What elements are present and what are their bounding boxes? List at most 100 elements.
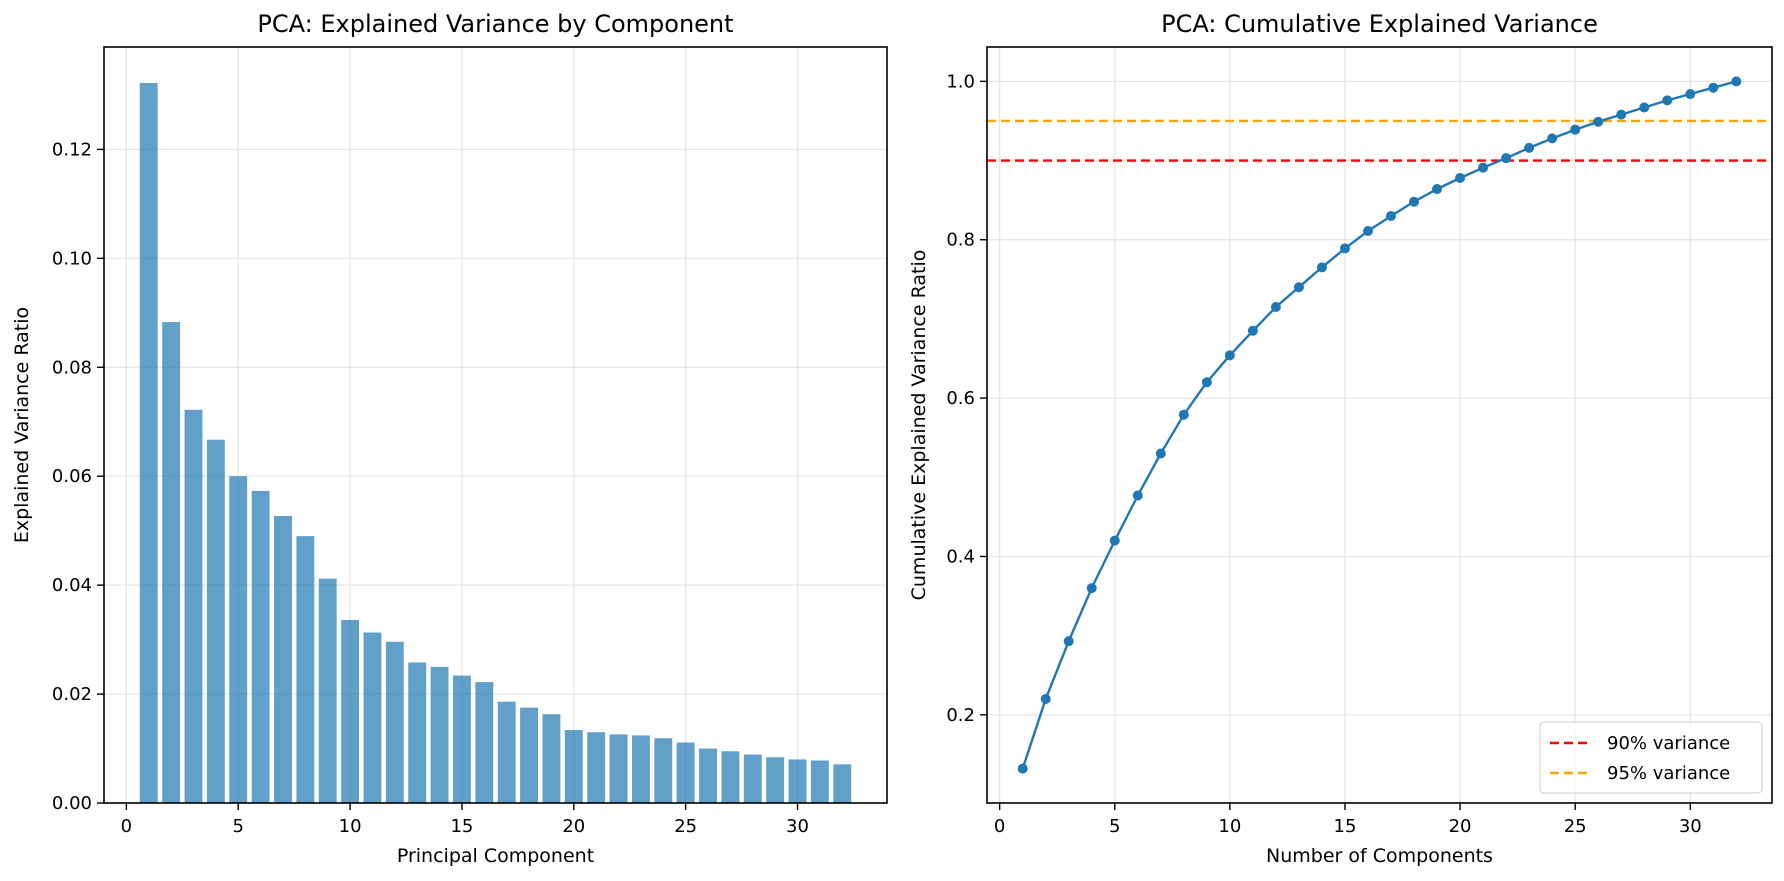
- point-32: [1731, 76, 1742, 87]
- bar-12: [385, 641, 404, 803]
- left-xtick-label-30: 30: [786, 816, 809, 837]
- left-xtick-label-5: 5: [233, 816, 244, 837]
- point-11: [1247, 325, 1258, 336]
- point-21: [1478, 162, 1489, 173]
- left-chart-title: PCA: Explained Variance by Component: [257, 10, 733, 38]
- bar-17: [497, 701, 516, 803]
- legend-box: [1539, 721, 1763, 794]
- bar-30: [788, 759, 807, 803]
- right-ytick-label-3: 0.8: [946, 230, 975, 251]
- right-ticks: 0 5 10 15 20 25 30 0.2 0.4 0.6 0.8 1.0: [946, 71, 1701, 837]
- point-10: [1224, 350, 1235, 361]
- point-1: [1017, 763, 1028, 774]
- right-xtick-label-30: 30: [1679, 816, 1702, 837]
- left-xtick-label-20: 20: [562, 816, 585, 837]
- bar-15: [452, 675, 471, 803]
- point-16: [1362, 226, 1373, 237]
- bar-19: [542, 714, 561, 803]
- bar-14: [430, 666, 449, 803]
- bar-28: [743, 754, 762, 803]
- point-18: [1409, 196, 1420, 207]
- point-13: [1293, 282, 1304, 293]
- bar-16: [475, 682, 494, 803]
- bar-10: [341, 619, 360, 803]
- cumulative-variance-panel: 0 5 10 15 20 25 30 0.2 0.4 0.6 0.8 1.0 PCA: Cumulat…: [908, 10, 1773, 867]
- left-xtick-label-10: 10: [339, 816, 362, 837]
- point-25: [1570, 124, 1581, 135]
- left-xtick-label-15: 15: [450, 816, 473, 837]
- bar-31: [810, 760, 829, 803]
- right-chart-title: PCA: Cumulative Explained Variance: [1161, 10, 1598, 38]
- right-xtick-label-20: 20: [1449, 816, 1472, 837]
- bar-32: [833, 764, 852, 803]
- bar-8: [296, 536, 315, 803]
- left-ytick-label-2: 0.04: [52, 575, 92, 596]
- left-ytick-label-5: 0.10: [52, 248, 92, 269]
- point-29: [1662, 95, 1673, 106]
- bar-13: [408, 662, 427, 803]
- right-ytick-label-4: 1.0: [946, 71, 975, 92]
- bar-18: [520, 707, 539, 803]
- left-ytick-label-4: 0.08: [52, 357, 92, 378]
- left-y-axis-label: Explained Variance Ratio: [11, 307, 33, 543]
- point-22: [1501, 153, 1512, 164]
- right-gridlines: [987, 47, 1772, 803]
- bar-26: [699, 748, 717, 803]
- point-3: [1063, 636, 1074, 647]
- point-17: [1386, 210, 1397, 221]
- bar-6: [251, 490, 270, 803]
- bar-1: [139, 82, 158, 804]
- right-x-axis-label: Number of Components: [1266, 845, 1493, 867]
- left-x-axis-label: Principal Component: [397, 845, 594, 867]
- right-plot-marks: [987, 76, 1772, 774]
- right-ytick-label-0: 0.2: [946, 705, 975, 726]
- bar-5: [229, 476, 248, 803]
- explained-variance-panel: 0 5 10 15 20 25 30 0.00 0.02 0.04 0.06 0.08 0.10 0.12…: [11, 10, 888, 867]
- point-31: [1708, 82, 1719, 93]
- right-ytick-label-1: 0.4: [946, 546, 975, 567]
- legend-label-95: 95% variance: [1607, 763, 1730, 784]
- point-19: [1432, 184, 1443, 195]
- left-bars: [139, 82, 852, 804]
- left-ticks: 0 5 10 15 20 25 30 0.00 0.02 0.04 0.06 0.08 0.10 0.12: [52, 139, 809, 837]
- legend: 90% variance 95% variance: [1539, 721, 1763, 794]
- point-23: [1524, 142, 1535, 153]
- point-8: [1178, 409, 1189, 420]
- right-xtick-label-15: 15: [1334, 816, 1357, 837]
- bar-20: [564, 730, 583, 803]
- point-20: [1455, 172, 1466, 183]
- bar-27: [721, 751, 740, 803]
- left-xtick-label-0: 0: [121, 816, 132, 837]
- right-xtick-label-5: 5: [1109, 816, 1120, 837]
- right-xtick-label-10: 10: [1218, 816, 1241, 837]
- point-30: [1685, 89, 1696, 100]
- point-24: [1547, 133, 1558, 144]
- bar-21: [587, 732, 606, 803]
- bar-4: [206, 439, 225, 803]
- right-axes-frame: [986, 46, 1773, 804]
- bar-9: [318, 578, 337, 803]
- bar-3: [184, 409, 203, 803]
- point-4: [1086, 583, 1097, 594]
- bar-7: [274, 515, 292, 803]
- bar-2: [162, 322, 181, 803]
- right-xtick-label-0: 0: [994, 816, 1005, 837]
- point-12: [1270, 302, 1281, 313]
- left-xtick-label-25: 25: [674, 816, 697, 837]
- point-27: [1616, 109, 1627, 120]
- left-ytick-label-6: 0.12: [52, 139, 92, 160]
- left-ytick-label-0: 0.00: [52, 793, 92, 814]
- point-28: [1639, 102, 1650, 113]
- left-axes-frame: [103, 46, 888, 804]
- legend-label-90: 90% variance: [1607, 733, 1730, 754]
- right-ytick-label-2: 0.6: [946, 388, 975, 409]
- point-9: [1201, 377, 1212, 388]
- left-ytick-label-3: 0.06: [52, 466, 92, 487]
- right-xtick-label-25: 25: [1564, 816, 1587, 837]
- bar-11: [363, 632, 382, 803]
- right-y-axis-label: Cumulative Explained Variance Ratio: [908, 250, 930, 601]
- bar-23: [631, 735, 650, 803]
- point-2: [1040, 693, 1051, 704]
- point-6: [1132, 490, 1143, 501]
